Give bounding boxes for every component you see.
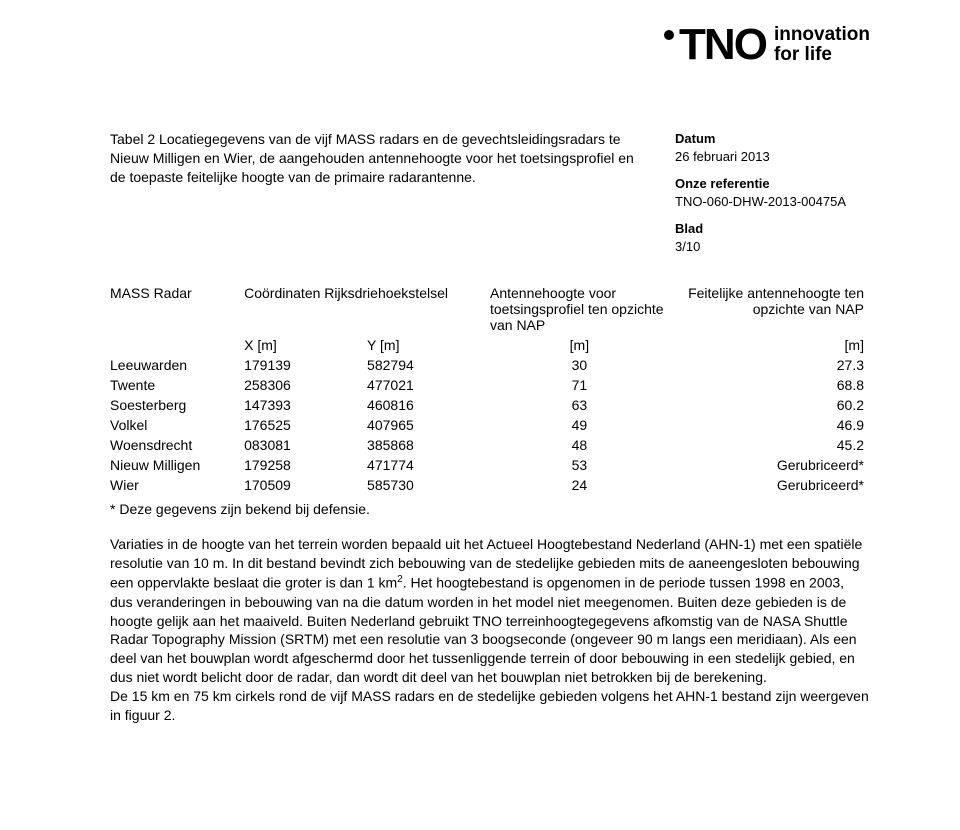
cell-x: 147393 [244, 395, 367, 415]
meta-ref-label: Onze referentie [675, 175, 870, 193]
tagline-line-1: innovation [774, 25, 870, 45]
logo-block: TNO innovation for life [667, 20, 870, 70]
th-unit-m1: [m] [490, 335, 669, 355]
cell-x: 179139 [244, 355, 367, 375]
cell-a2: 68.8 [669, 375, 870, 395]
document-meta: Datum 26 februari 2013 Onze referentie T… [675, 130, 870, 265]
cell-a1: 49 [490, 415, 669, 435]
cell-a2: 46.9 [669, 415, 870, 435]
cell-x: 170509 [244, 475, 367, 495]
cell-a2: 45.2 [669, 435, 870, 455]
table-footnote: * Deze gegevens zijn bekend bij defensie… [110, 501, 870, 517]
cell-name: Soesterberg [110, 395, 244, 415]
cell-name: Nieuw Milligen [110, 455, 244, 475]
cell-a2: Gerubriceerd* [669, 455, 870, 475]
logo-dot-icon [664, 30, 674, 40]
cell-y: 582794 [367, 355, 490, 375]
para-part-2: . Het hoogtebestand is opgenomen in de p… [110, 575, 857, 685]
cell-y: 477021 [367, 375, 490, 395]
cell-a2: Gerubriceerd* [669, 475, 870, 495]
document-page: TNO innovation for life Tabel 2 Locatieg… [0, 0, 960, 765]
table-row: Twente 258306 477021 71 68.8 [110, 375, 870, 395]
cell-y: 385868 [367, 435, 490, 455]
meta-blad-label: Blad [675, 220, 870, 238]
meta-datum-label: Datum [675, 130, 870, 148]
cell-a1: 71 [490, 375, 669, 395]
cell-a1: 30 [490, 355, 669, 375]
meta-blad: Blad 3/10 [675, 220, 870, 255]
th-unit-x: X [m] [244, 335, 367, 355]
cell-a1: 63 [490, 395, 669, 415]
radar-data-table: MASS Radar Coördinaten Rijksdriehoekstel… [110, 283, 870, 495]
cell-a1: 53 [490, 455, 669, 475]
cell-x: 176525 [244, 415, 367, 435]
tagline-line-2: for life [774, 45, 870, 65]
para-part-3: De 15 km en 75 km cirkels rond de vijf M… [110, 688, 869, 723]
table-row: Volkel 176525 407965 49 46.9 [110, 415, 870, 435]
meta-ref-value: TNO-060-DHW-2013-00475A [675, 193, 870, 211]
th-ant2: Feitelijke antennehoogte ten opzichte va… [669, 283, 870, 335]
meta-datum-value: 26 februari 2013 [675, 148, 870, 166]
cell-y: 471774 [367, 455, 490, 475]
th-coord: Coördinaten Rijksdriehoekstelsel [244, 283, 490, 335]
table-row: Leeuwarden 179139 582794 30 27.3 [110, 355, 870, 375]
th-radar: MASS Radar [110, 283, 244, 335]
th-unit-y: Y [m] [367, 335, 490, 355]
cell-y: 460816 [367, 395, 490, 415]
page-header: TNO innovation for life [110, 20, 870, 70]
cell-a1: 48 [490, 435, 669, 455]
th-empty [110, 335, 244, 355]
cell-name: Leeuwarden [110, 355, 244, 375]
caption-and-meta-row: Tabel 2 Locatiegegevens van de vijf MASS… [110, 130, 870, 265]
table-header-row-1: MASS Radar Coördinaten Rijksdriehoekstel… [110, 283, 870, 335]
table-caption: Tabel 2 Locatiegegevens van de vijf MASS… [110, 130, 647, 187]
table-row: Soesterberg 147393 460816 63 60.2 [110, 395, 870, 415]
table-header-row-2: X [m] Y [m] [m] [m] [110, 335, 870, 355]
cell-a2: 27.3 [669, 355, 870, 375]
table-row: Nieuw Milligen 179258 471774 53 Gerubric… [110, 455, 870, 475]
meta-datum: Datum 26 februari 2013 [675, 130, 870, 165]
cell-a1: 24 [490, 475, 669, 495]
th-unit-m2: [m] [669, 335, 870, 355]
body-paragraph: Variaties in de hoogte van het terrein w… [110, 535, 870, 725]
table-row: Woensdrecht 083081 385868 48 45.2 [110, 435, 870, 455]
cell-x: 179258 [244, 455, 367, 475]
logo-text: TNO [679, 20, 766, 70]
table-body: Leeuwarden 179139 582794 30 27.3 Twente … [110, 355, 870, 495]
table-row: Wier 170509 585730 24 Gerubriceerd* [110, 475, 870, 495]
cell-name: Woensdrecht [110, 435, 244, 455]
meta-blad-value: 3/10 [675, 238, 870, 256]
cell-name: Twente [110, 375, 244, 395]
th-ant1: Antennehoogte voor toetsingsprofiel ten … [490, 283, 669, 335]
cell-a2: 60.2 [669, 395, 870, 415]
logo-tagline: innovation for life [774, 25, 870, 65]
meta-reference: Onze referentie TNO-060-DHW-2013-00475A [675, 175, 870, 210]
cell-x: 258306 [244, 375, 367, 395]
cell-y: 585730 [367, 475, 490, 495]
cell-name: Volkel [110, 415, 244, 435]
cell-y: 407965 [367, 415, 490, 435]
cell-x: 083081 [244, 435, 367, 455]
cell-name: Wier [110, 475, 244, 495]
